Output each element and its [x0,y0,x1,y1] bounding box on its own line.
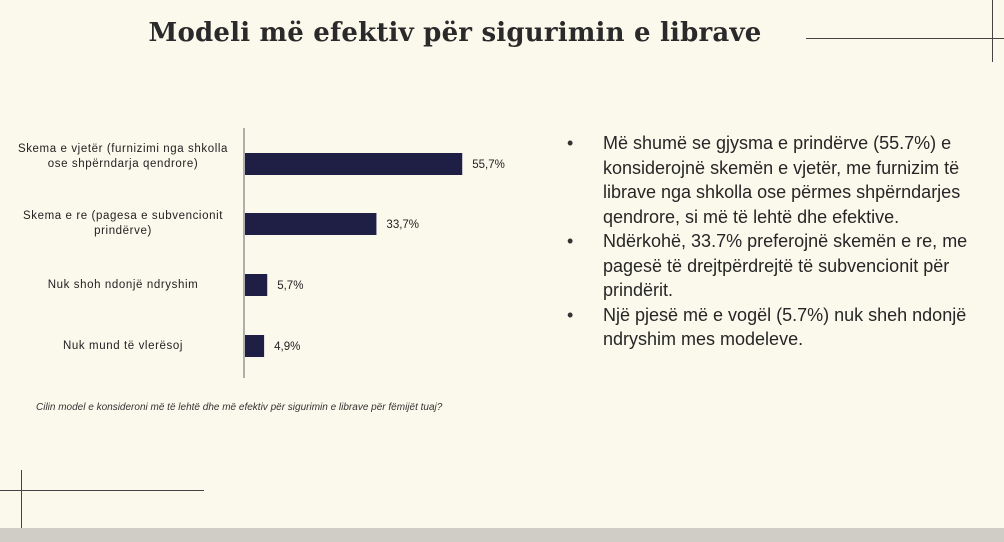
bullet-item: Një pjesë më e vogël (5.7%) nuk sheh ndo… [567,303,977,352]
category-label: Nuk mund të vlerësoj [62,339,184,352]
bar-chart: Skema e vjetër (furnizimi nga shkolla os… [0,0,560,400]
bar-2 [245,274,268,296]
bullet-item: Më shumë se gjysma e prindërve (55.7%) e… [567,131,977,229]
bar-value-label: 5,7% [277,280,303,292]
bottom-bar [0,528,1004,542]
bar-3 [245,335,265,357]
decor-line-top-right [806,38,1004,39]
category-label: Skema e re (pagesa e subvencionit prindë… [22,210,224,237]
bar-value-label: 4,9% [274,341,300,353]
decor-line-bottom-left-vertical [21,470,22,528]
bar-value-label: 55,7% [472,159,505,171]
category-label: Skema e vjetër (furnizimi nga shkolla os… [17,142,229,170]
bar-value-label: 33,7% [386,219,419,231]
bar-0 [245,153,463,175]
survey-question: Cilin model e konsideroni më të lehtë dh… [36,402,443,413]
category-label: Nuk shoh ndonjë ndryshim [47,278,199,291]
summary-bullets: Më shumë se gjysma e prindërve (55.7%) e… [567,131,977,352]
slide-title: Modeli më efektiv për sigurimin e librav… [148,18,762,48]
bullet-item: Ndërkohë, 33.7% preferojnë skemën e re, … [567,229,977,303]
bar-1 [245,213,377,235]
bar-chart-svg: 55,7% 33,7% 5,7% 4,9% [243,128,505,378]
slide: Modeli më efektiv për sigurimin e librav… [0,0,1004,528]
decor-line-top-right-vertical [992,0,993,62]
decor-line-bottom-left [0,490,204,491]
